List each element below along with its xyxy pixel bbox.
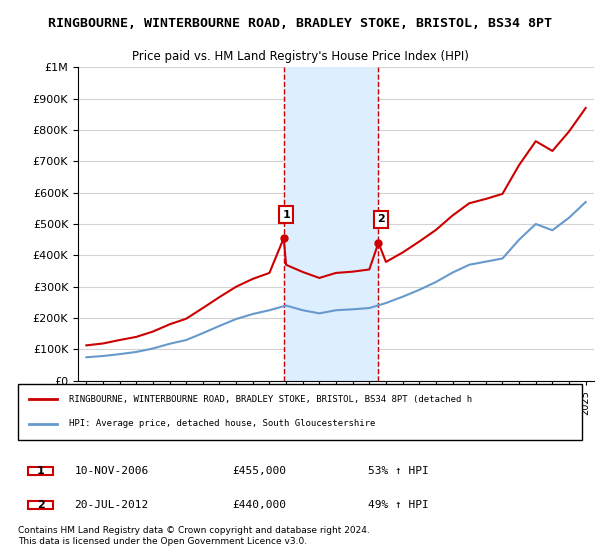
Text: 10-NOV-2006: 10-NOV-2006 (74, 465, 149, 475)
Text: Price paid vs. HM Land Registry's House Price Index (HPI): Price paid vs. HM Land Registry's House … (131, 50, 469, 63)
Text: 1: 1 (283, 209, 290, 220)
Text: RINGBOURNE, WINTERBOURNE ROAD, BRADLEY STOKE, BRISTOL, BS34 8PT: RINGBOURNE, WINTERBOURNE ROAD, BRADLEY S… (48, 17, 552, 30)
Text: 2: 2 (37, 500, 44, 510)
Bar (284, 67, 379, 381)
Text: 49% ↑ HPI: 49% ↑ HPI (368, 500, 428, 510)
Text: 53% ↑ HPI: 53% ↑ HPI (368, 465, 428, 475)
Text: HPI: Average price, detached house, South Gloucestershire: HPI: Average price, detached house, Sout… (69, 419, 375, 428)
FancyBboxPatch shape (28, 501, 53, 509)
Text: £440,000: £440,000 (232, 500, 286, 510)
Text: Contains HM Land Registry data © Crown copyright and database right 2024.
This d: Contains HM Land Registry data © Crown c… (18, 526, 370, 546)
Text: RINGBOURNE, WINTERBOURNE ROAD, BRADLEY STOKE, BRISTOL, BS34 8PT (detached h: RINGBOURNE, WINTERBOURNE ROAD, BRADLEY S… (69, 395, 472, 404)
Text: 1: 1 (37, 465, 44, 475)
Text: 20-JUL-2012: 20-JUL-2012 (74, 500, 149, 510)
FancyBboxPatch shape (18, 384, 582, 440)
Text: 2: 2 (377, 214, 385, 225)
Text: £455,000: £455,000 (232, 465, 286, 475)
FancyBboxPatch shape (28, 466, 53, 475)
